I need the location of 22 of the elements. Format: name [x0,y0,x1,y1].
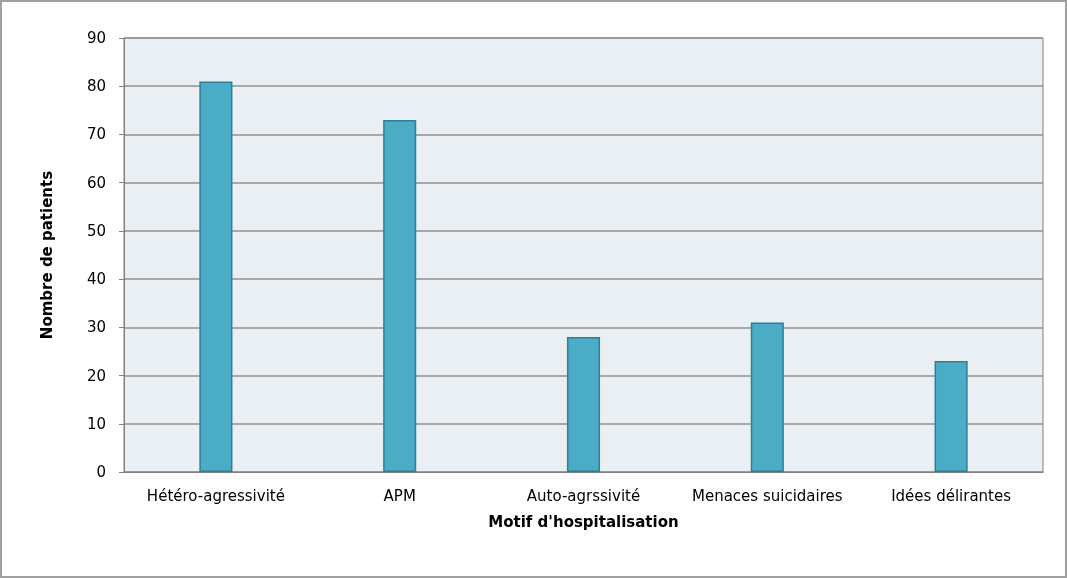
x-tick-label: Menaces suicidaires [692,486,843,505]
bar [566,336,601,472]
y-tick-label: 30 [86,318,106,337]
y-tick-label: 50 [86,221,106,240]
y-tick-label: 60 [86,173,106,192]
y-tick-label: 20 [86,366,106,385]
y-tick-label: 90 [86,29,106,47]
bar [934,361,968,472]
y-tick-label: 80 [86,77,106,96]
x-tick-label: Auto-agrssivité [526,486,641,505]
bar [383,119,417,472]
bar [750,322,784,472]
x-tick-label: Hétéro-agressivité [146,486,285,505]
bar [199,81,233,472]
y-tick-label: 10 [86,414,106,433]
y-axis-title: Nombre de patients [37,170,56,340]
x-axis-title: Motif d'hospitalisation [488,512,679,531]
y-tick-label: 70 [86,125,106,144]
y-tick-label: 0 [96,463,106,481]
x-tick-label: Idées délirantes [891,486,1012,505]
x-tick-label: APM [383,486,416,505]
y-tick-label: 40 [86,270,106,289]
